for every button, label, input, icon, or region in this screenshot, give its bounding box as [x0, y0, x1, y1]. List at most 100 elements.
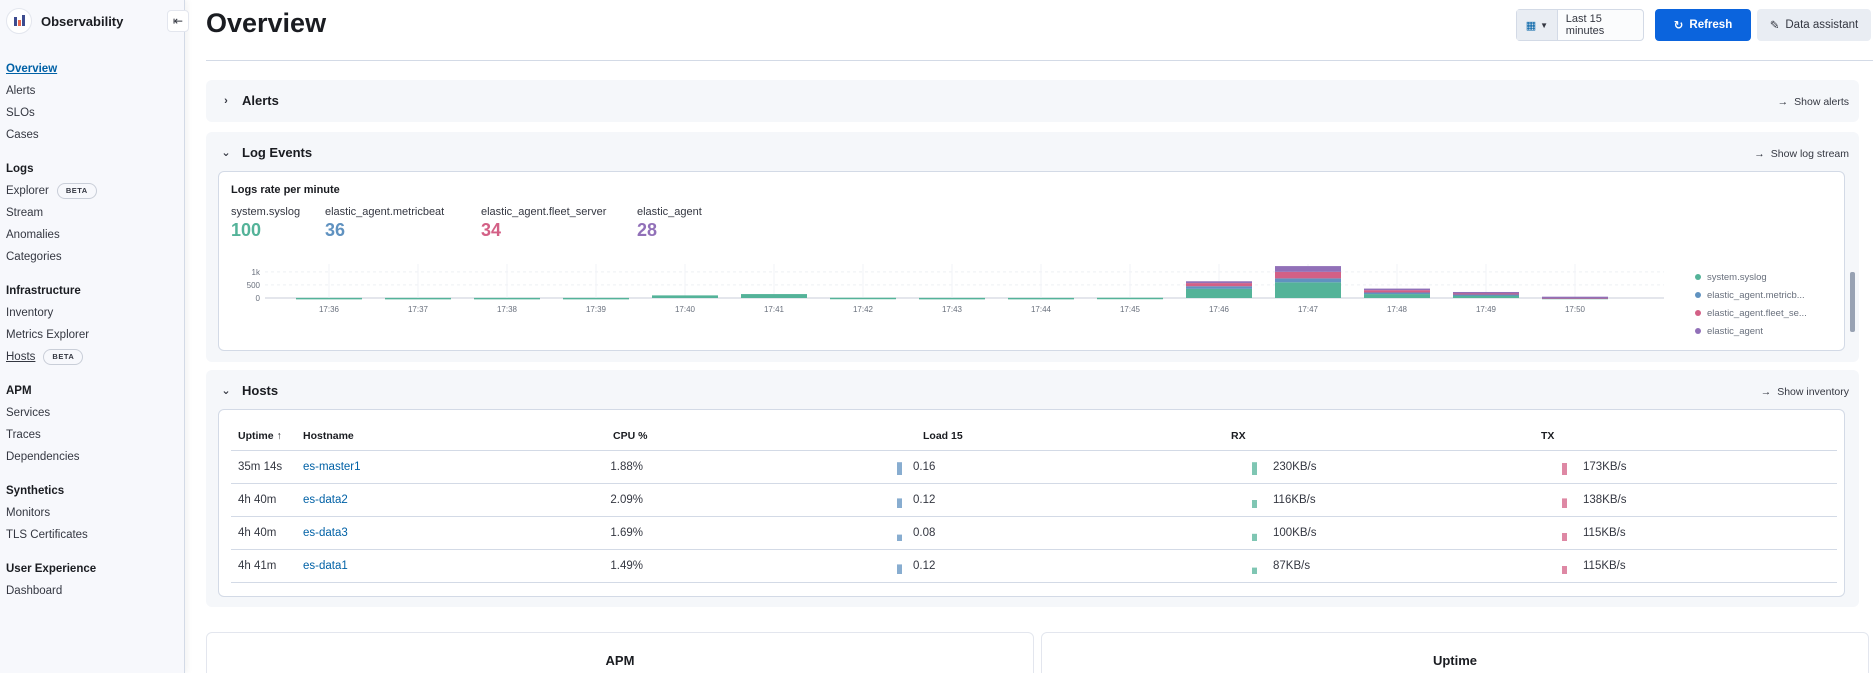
nav-item-categories[interactable]: Categories — [6, 251, 62, 263]
sort-arrow-icon: ↑ — [276, 430, 282, 442]
nav-item-cases[interactable]: Cases — [6, 129, 39, 141]
legend-item[interactable]: elastic_agent.metricb... — [1695, 286, 1807, 304]
chart-bar-segment — [385, 297, 451, 300]
x-tick-label: 17:50 — [1565, 305, 1586, 314]
table-row: 35m 14s es-master1 1.88% 0.16 230KB/s 173KB/s — [231, 450, 1837, 483]
logs-rate-chart[interactable]: 1k 500 0 17:36 17:37 17:38 17:39 17:40 17:41 17:4… — [219, 258, 1679, 348]
stat-value: 28 — [637, 220, 658, 240]
page-title: Overview — [206, 8, 327, 38]
chart-bar-segment — [1008, 297, 1074, 300]
stat-value: 36 — [325, 220, 346, 240]
collapse-nav-button[interactable]: ⇤ — [167, 10, 189, 32]
x-tick-label: 17:39 — [586, 305, 607, 314]
stat-name: elastic_agent.metricbeat — [325, 206, 445, 218]
nav-item-inventory[interactable]: Inventory — [6, 307, 54, 319]
logs-chart-card: Logs rate per minute system.syslog 100 e… — [218, 171, 1855, 351]
x-tick-label: 17:42 — [853, 305, 874, 314]
cpu-cell: 1.88% — [610, 461, 643, 473]
chart-bar-segment — [1186, 283, 1252, 287]
chart-legend: system.syslog elastic_agent.metricb... e… — [1695, 268, 1807, 340]
nav-item-metrics-explorer[interactable]: Metrics Explorer — [6, 329, 90, 341]
chart-bar-segment — [1364, 290, 1430, 293]
col-tx[interactable]: TX — [1541, 430, 1555, 442]
nav-item-services[interactable]: Services — [6, 407, 51, 419]
load-sparkline — [897, 564, 902, 574]
observability-logo-icon — [6, 8, 32, 34]
tx-cell: 115KB/s — [1583, 560, 1626, 572]
app-title: Observability — [41, 13, 124, 29]
col-uptime[interactable]: Uptime ↑ — [238, 422, 282, 450]
nav-item-traces[interactable]: Traces — [6, 429, 41, 441]
x-tick-label: 17:49 — [1476, 305, 1497, 314]
rx-cell: 230KB/s — [1273, 461, 1317, 473]
nav-item-alerts[interactable]: Alerts — [6, 85, 36, 97]
nav-item-stream[interactable]: Stream — [6, 207, 44, 219]
hostname-link[interactable]: es-data3 — [303, 527, 348, 539]
col-load[interactable]: Load 15 — [923, 430, 963, 442]
col-hostname[interactable]: Hostname — [303, 430, 354, 442]
beta-badge: BETA — [56, 183, 97, 199]
y-tick-label: 0 — [256, 294, 261, 303]
date-range-label[interactable]: Last 15 minutes — [1565, 13, 1605, 37]
data-assistant-button[interactable]: ✎ Data assistant — [1757, 9, 1871, 41]
legend-scrollbar[interactable] — [1849, 264, 1856, 344]
cpu-cell: 1.49% — [610, 560, 643, 572]
nav-item-monitors[interactable]: Monitors — [6, 507, 51, 519]
nav-item-dependencies[interactable]: Dependencies — [6, 451, 80, 463]
show-log-stream-link[interactable]: → Show log stream — [1754, 148, 1849, 160]
scrollbar-thumb[interactable] — [1850, 272, 1855, 332]
chart-bar-segment — [1275, 282, 1341, 298]
show-alerts-link[interactable]: → Show alerts — [1778, 96, 1849, 108]
nav-item-dashboard[interactable]: Dashboard — [6, 585, 63, 597]
stat-value: 100 — [231, 220, 262, 240]
hostname-link[interactable]: es-master1 — [303, 461, 361, 473]
load-cell: 0.08 — [913, 527, 936, 539]
legend-label: system.syslog — [1707, 271, 1767, 283]
apm-title: APM — [605, 653, 635, 668]
legend-label: elastic_agent.metricb... — [1707, 289, 1805, 301]
stat-name: elastic_agent.fleet_server — [481, 206, 607, 218]
tx-cell: 115KB/s — [1583, 527, 1626, 539]
log-events-toggle[interactable]: ⌄ Log Events — [220, 145, 312, 160]
section-title: Alerts — [242, 93, 279, 108]
hostname-link[interactable]: es-data1 — [303, 560, 348, 572]
hostname-link[interactable]: es-data2 — [303, 494, 348, 506]
nav-item-hosts[interactable]: Hosts BETA — [6, 346, 176, 368]
legend-item[interactable]: elastic_agent — [1695, 322, 1807, 340]
chart-bar-segment — [1186, 286, 1252, 289]
nav-item-anomalies[interactable]: Anomalies — [6, 229, 60, 241]
nav-item-label: Hosts — [6, 351, 36, 363]
refresh-button[interactable]: ↻ Refresh — [1655, 9, 1751, 41]
alerts-toggle[interactable]: › Alerts — [220, 93, 279, 108]
chart-bar-segment — [1275, 271, 1341, 279]
nav-item-slos[interactable]: SLOs — [6, 107, 35, 119]
cpu-cell: 2.09% — [610, 494, 643, 506]
tx-sparkline — [1562, 566, 1567, 574]
chevron-down-icon: ▼ — [1540, 20, 1549, 30]
x-tick-label: 17:48 — [1387, 305, 1408, 314]
brand[interactable]: Observability — [6, 8, 123, 34]
chart-title: Logs rate per minute — [231, 184, 340, 196]
y-tick-label: 500 — [247, 281, 261, 290]
sidebar: Observability ⇤ Overview Alerts SLOs Cas… — [0, 0, 189, 673]
uptime-cell: 4h 40m — [238, 494, 277, 506]
col-cpu[interactable]: CPU % — [613, 430, 648, 442]
assistant-icon: ✎ — [1769, 20, 1780, 32]
legend-item[interactable]: system.syslog — [1695, 268, 1807, 286]
nav-item-overview[interactable]: Overview — [6, 63, 58, 75]
date-picker[interactable]: ▦ ▼ Last 15 minutes — [1516, 9, 1644, 41]
nav-item-tls-certificates[interactable]: TLS Certificates — [6, 529, 88, 541]
nav-item-explorer[interactable]: Explorer BETA — [6, 180, 176, 202]
chart-bar-segment — [1453, 295, 1519, 298]
legend-item[interactable]: elastic_agent.fleet_se... — [1695, 304, 1807, 322]
x-tick-label: 17:36 — [319, 305, 340, 314]
chart-bar-segment — [652, 295, 718, 298]
header-divider — [206, 60, 1873, 61]
quick-select-button[interactable]: ▦ ▼ — [1517, 10, 1558, 40]
link-label: Show log stream — [1770, 148, 1849, 160]
hosts-toggle[interactable]: ⌄ Hosts — [220, 383, 278, 398]
col-rx[interactable]: RX — [1231, 430, 1246, 442]
stat-metricbeat: elastic_agent.metricbeat 36 — [325, 206, 444, 241]
y-tick-label: 1k — [252, 268, 261, 277]
show-inventory-link[interactable]: → Show inventory — [1761, 386, 1849, 398]
